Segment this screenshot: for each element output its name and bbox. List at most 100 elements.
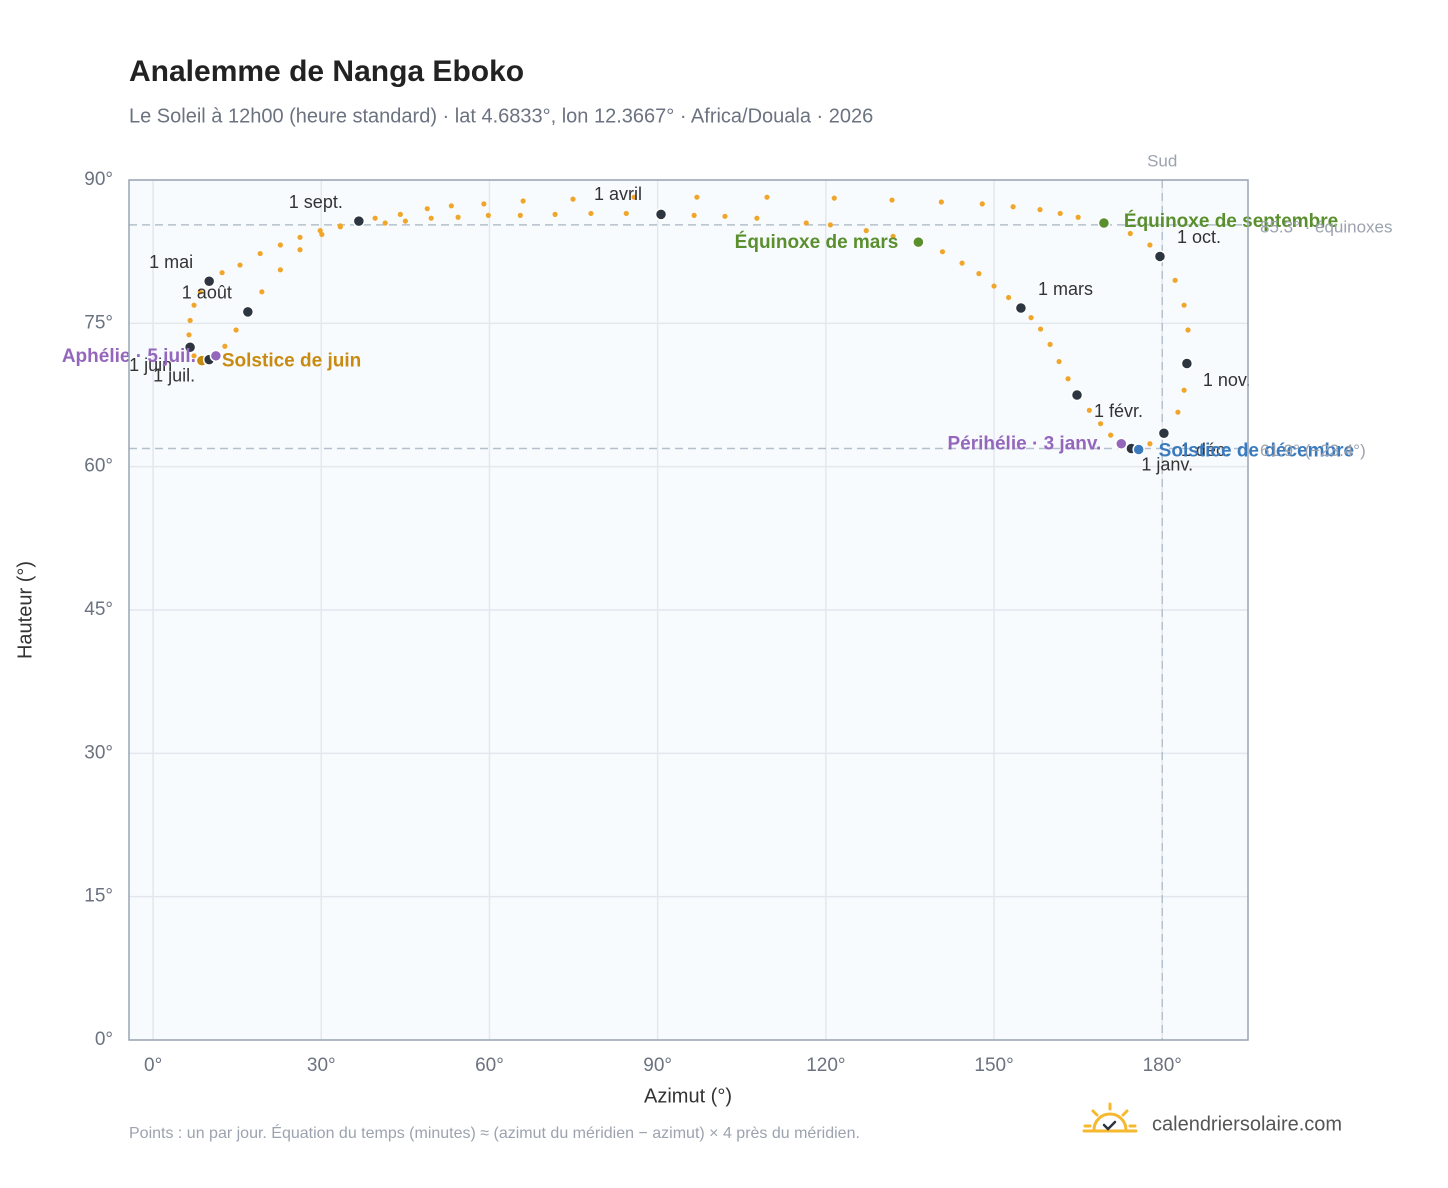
day-point <box>1065 376 1071 382</box>
ticks: 0° 15° 30° 45° 60° 75° 90° 0° 30° 60° 90° 120° 150° 1… <box>84 169 1182 1076</box>
x-tick-label: 120° <box>806 1055 845 1076</box>
day-point <box>186 332 192 338</box>
day-point <box>991 283 997 289</box>
day-point <box>481 201 487 207</box>
guide-label: 85.3° · équinoxes <box>1260 217 1393 236</box>
day-point <box>485 212 491 218</box>
day-point <box>455 214 461 220</box>
x-tick-label: 60° <box>475 1055 504 1076</box>
y-axis-label: Hauteur (°) <box>14 561 36 659</box>
day-point <box>259 289 265 295</box>
day-point <box>863 228 869 234</box>
day-point <box>976 271 982 277</box>
event-marker <box>1157 426 1171 440</box>
plot-frame <box>128 179 1249 1041</box>
footnote: Points : un par jour. Équation du temps … <box>129 1123 860 1142</box>
day-point <box>237 262 243 268</box>
event-label: 1 avril <box>594 184 642 204</box>
day-point <box>722 213 728 219</box>
event-label: Solstice de décembre <box>1159 440 1354 461</box>
x-axis-label: Azimut (°) <box>644 1085 732 1107</box>
day-point <box>1175 409 1181 415</box>
day-point <box>938 199 944 205</box>
day-point <box>257 250 263 257</box>
day-point <box>1097 421 1104 427</box>
y-tick-label: 30° <box>84 742 113 763</box>
day-point <box>831 195 837 201</box>
day-point <box>623 210 629 217</box>
x-tick-label: 150° <box>974 1055 1013 1076</box>
day-point <box>1057 210 1063 217</box>
day-point <box>233 327 239 333</box>
day-point <box>631 194 637 200</box>
day-point <box>764 194 770 200</box>
y-tick-label: 15° <box>84 886 113 907</box>
day-point <box>1006 294 1012 301</box>
markers: 1 janv. 1 févr. 1 mars Équinoxe de mars 1 av… <box>62 184 1354 474</box>
day-point <box>570 196 576 202</box>
y-tick-label: 0° <box>95 1029 113 1050</box>
event-marker <box>183 340 197 354</box>
day-point <box>197 289 203 295</box>
day-point <box>694 194 700 200</box>
day-point <box>552 211 558 217</box>
event-marker <box>1153 250 1167 263</box>
day-point <box>1147 242 1153 248</box>
event-label: 1 oct. <box>1177 227 1221 247</box>
brand: calendriersolaire.com <box>1152 1113 1342 1135</box>
day-point <box>402 218 408 224</box>
x-tick-label: 0° <box>144 1055 162 1076</box>
day-point <box>1037 326 1044 332</box>
day-point <box>827 222 833 228</box>
day-point <box>1047 341 1053 347</box>
day-point <box>1181 387 1187 393</box>
event-marker <box>912 235 925 249</box>
day-point <box>889 197 895 203</box>
guide-label: Sud <box>1147 151 1177 170</box>
day-point <box>1086 407 1092 413</box>
day-point <box>1037 207 1043 213</box>
event-marker <box>352 214 366 228</box>
day-point <box>1056 358 1062 365</box>
event-label: Équinoxe de mars <box>735 231 899 253</box>
event-marker <box>1180 357 1194 370</box>
day-point <box>1028 315 1034 321</box>
day-point <box>1181 302 1187 308</box>
day-point <box>424 206 430 212</box>
event-marker <box>654 208 668 221</box>
y-tick-label: 45° <box>84 599 113 620</box>
event-label: 1 nov. <box>1203 370 1251 390</box>
day-point <box>382 220 388 226</box>
day-point <box>754 215 760 221</box>
day-point <box>1075 214 1081 220</box>
event-label: Solstice de juin <box>222 351 361 372</box>
day-point <box>219 270 225 276</box>
day-point <box>187 317 193 324</box>
event-label: 1 juin <box>129 355 172 375</box>
x-tick-label: 90° <box>643 1055 672 1076</box>
event-label: 1 févr. <box>1094 401 1143 421</box>
day-point <box>397 211 403 217</box>
day-point <box>319 231 325 238</box>
event-label: 1 mai <box>149 252 193 272</box>
y-tick-label: 75° <box>84 312 113 333</box>
day-point <box>803 220 809 226</box>
day-point <box>588 210 594 217</box>
day-point <box>1172 277 1178 283</box>
x-tick-label: 30° <box>307 1055 336 1076</box>
chart-subtitle: Le Soleil à 12h00 (heure standard) · lat… <box>129 105 873 127</box>
day-point <box>191 353 197 359</box>
day-point <box>277 267 283 273</box>
day-point <box>428 215 434 221</box>
day-point <box>222 343 228 349</box>
day-point <box>337 223 343 229</box>
event-label: Équinoxe de septembre <box>1124 210 1338 232</box>
day-point <box>1108 432 1114 438</box>
day-point <box>372 215 378 221</box>
day-point <box>691 212 697 218</box>
day-point <box>297 234 303 240</box>
event-label: 1 juil. <box>153 365 195 385</box>
y-tick-label: 90° <box>84 169 113 190</box>
event-marker <box>1115 437 1128 450</box>
